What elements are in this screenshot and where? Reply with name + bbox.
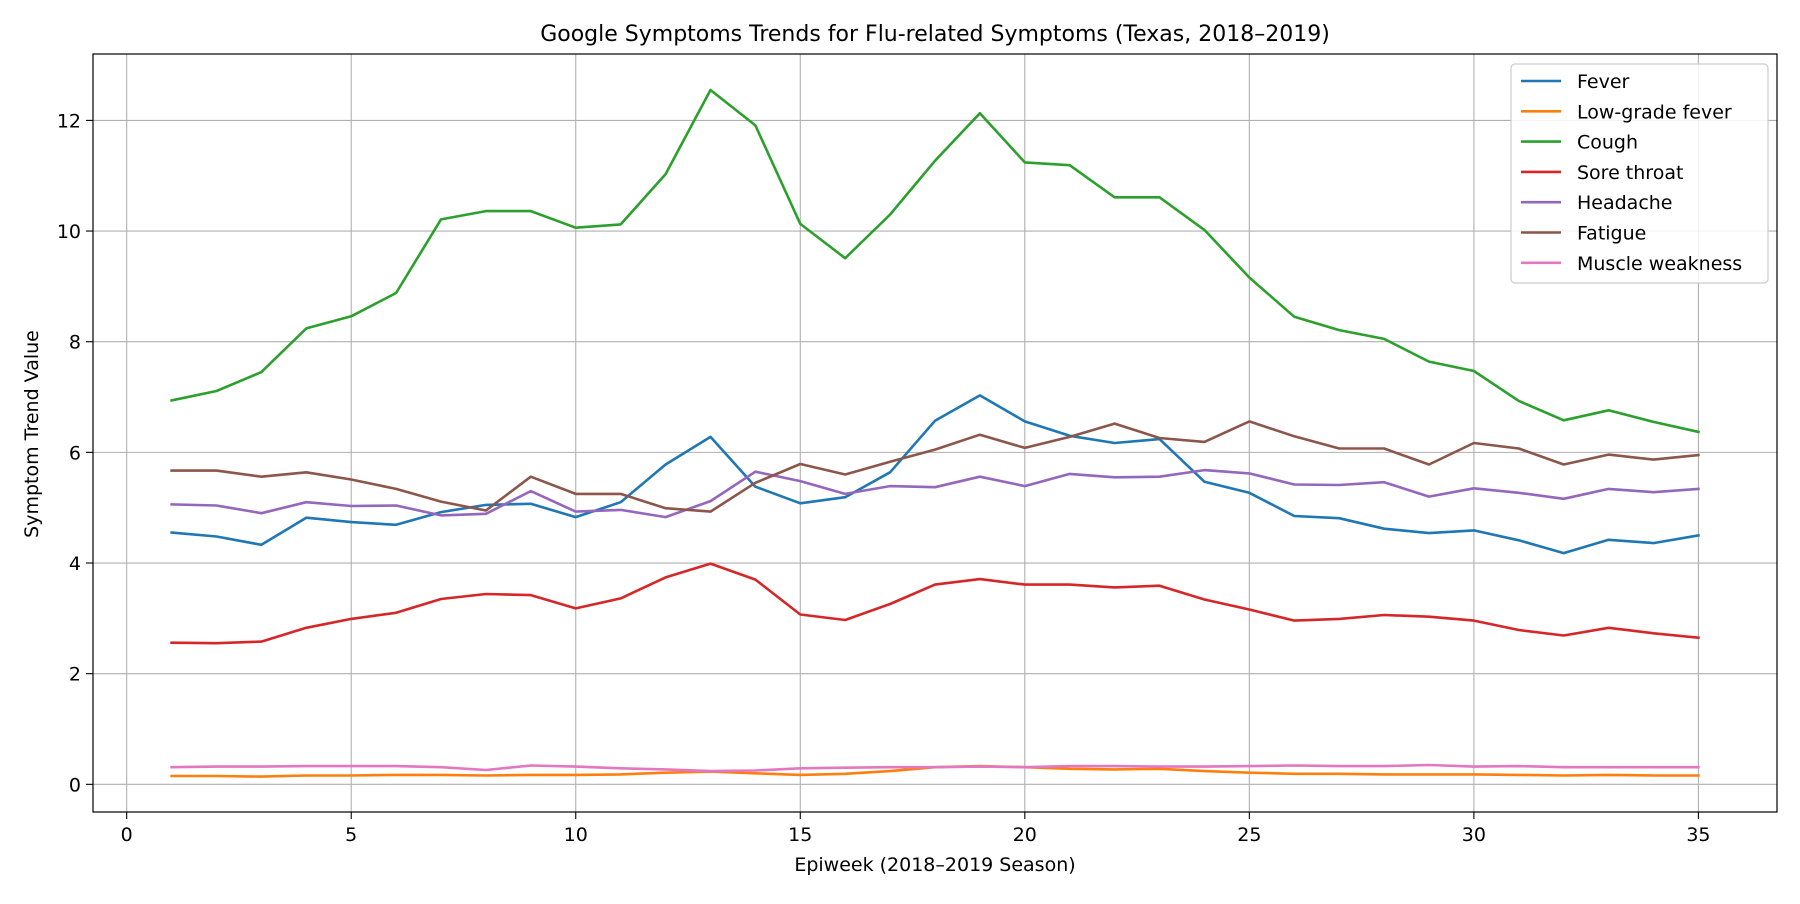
legend-label-fever: Fever: [1577, 71, 1630, 93]
y-tick-label: 8: [69, 332, 81, 354]
x-tick-label: 5: [345, 824, 357, 846]
legend-label-headache: Headache: [1577, 192, 1673, 214]
series-lines: [170, 88, 1700, 778]
series-line-headache: [170, 468, 1700, 519]
series-line-muscle-weakness: [170, 763, 1700, 773]
x-tick-label: 0: [121, 824, 133, 846]
x-tick-label: 15: [788, 824, 812, 846]
legend-label-fatigue: Fatigue: [1577, 223, 1646, 245]
chart-title: Google Symptoms Trends for Flu-related S…: [540, 22, 1330, 47]
legend: Fever Low-grade fever Cough Sore throat Head…: [1510, 63, 1769, 284]
legend-label-low-grade-fever: Low-grade fever: [1577, 101, 1732, 123]
x-tick-label: 20: [1013, 824, 1037, 846]
y-axis-title: Symptom Trend Value: [21, 330, 43, 538]
axis-ticks: 0 5 10 15 20 25 30 35 0 2 4 6 8 10 12: [57, 110, 1711, 846]
legend-box: [1510, 63, 1769, 284]
x-axis-title: Epiweek (2018–2019 Season): [794, 854, 1075, 876]
x-tick-label: 10: [564, 824, 588, 846]
y-tick-label: 2: [69, 664, 81, 686]
legend-label-muscle-weakness: Muscle weakness: [1577, 253, 1742, 275]
grid: [93, 54, 1777, 812]
y-tick-label: 10: [57, 221, 81, 243]
y-tick-label: 6: [69, 442, 81, 464]
y-tick-label: 4: [69, 553, 81, 575]
legend-label-cough: Cough: [1577, 132, 1638, 154]
y-tick-label: 12: [57, 110, 81, 132]
series-line-fever: [170, 394, 1700, 555]
y-tick-label: 0: [69, 774, 81, 796]
plot-frame: [92, 53, 1778, 813]
series-line-sore-throat: [170, 562, 1700, 645]
x-tick-label: 25: [1237, 824, 1261, 846]
x-tick-label: 30: [1462, 824, 1486, 846]
legend-label-sore-throat: Sore throat: [1577, 162, 1683, 184]
series-line-cough: [170, 88, 1700, 434]
series-line-fatigue: [170, 420, 1700, 513]
x-tick-label: 35: [1686, 824, 1710, 846]
